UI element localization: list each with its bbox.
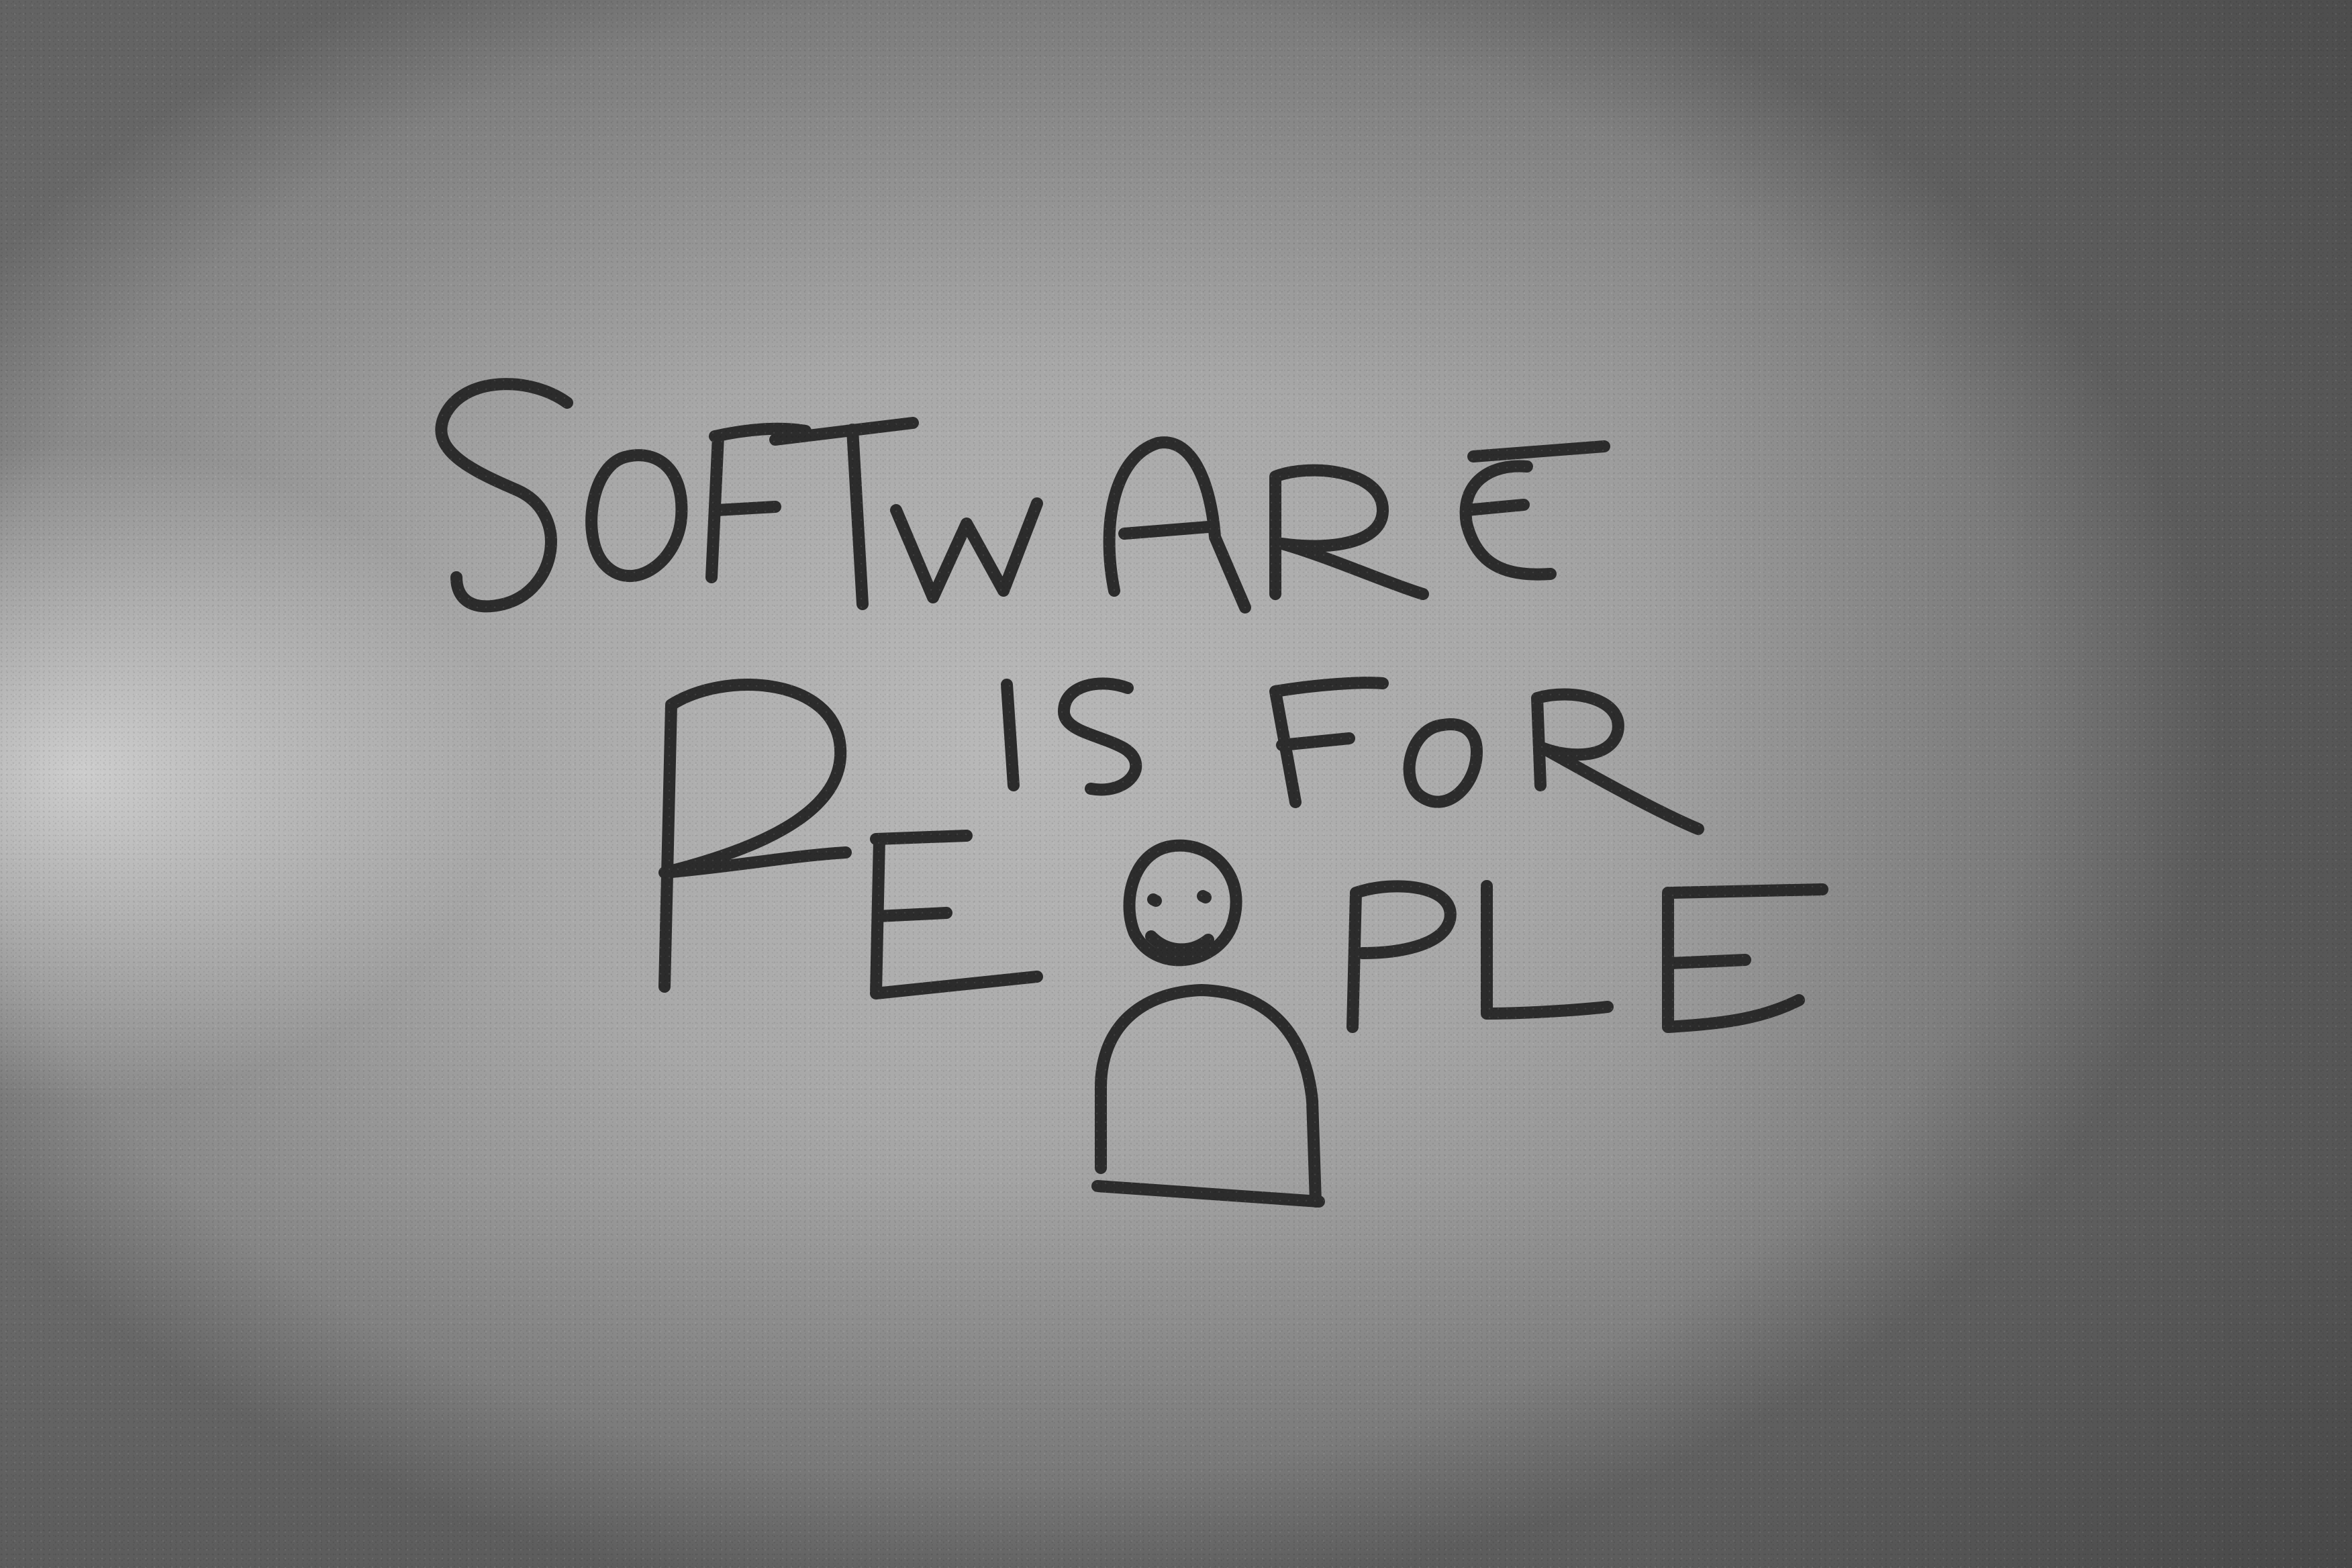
- letter-s-2: [1058, 677, 1142, 796]
- letter-i: [1001, 679, 1020, 791]
- words-is-for: [1001, 677, 1704, 835]
- letter-p-small: [1346, 880, 1457, 1033]
- smiley-face-icon: [1123, 839, 1242, 967]
- letter-r-2: [1531, 688, 1704, 835]
- letter-l: [1481, 880, 1614, 1020]
- word-people: [658, 679, 1828, 1033]
- letter-e-2: [870, 830, 1043, 999]
- letter-o-2: [1403, 718, 1483, 808]
- letter-p-big: [658, 679, 852, 993]
- person-body-drawing: [1091, 984, 1325, 1208]
- letter-w: [890, 497, 1043, 603]
- letter-e-3: [1662, 883, 1828, 1033]
- word-software: [435, 378, 1610, 614]
- letter-e: [1459, 440, 1610, 581]
- letter-f: [705, 422, 812, 583]
- letter-t: [769, 417, 919, 610]
- letter-o: [585, 449, 688, 583]
- letter-a: [1103, 436, 1251, 614]
- letter-f-2: [1269, 677, 1389, 808]
- letter-s: [435, 378, 573, 613]
- letter-r: [1269, 464, 1429, 600]
